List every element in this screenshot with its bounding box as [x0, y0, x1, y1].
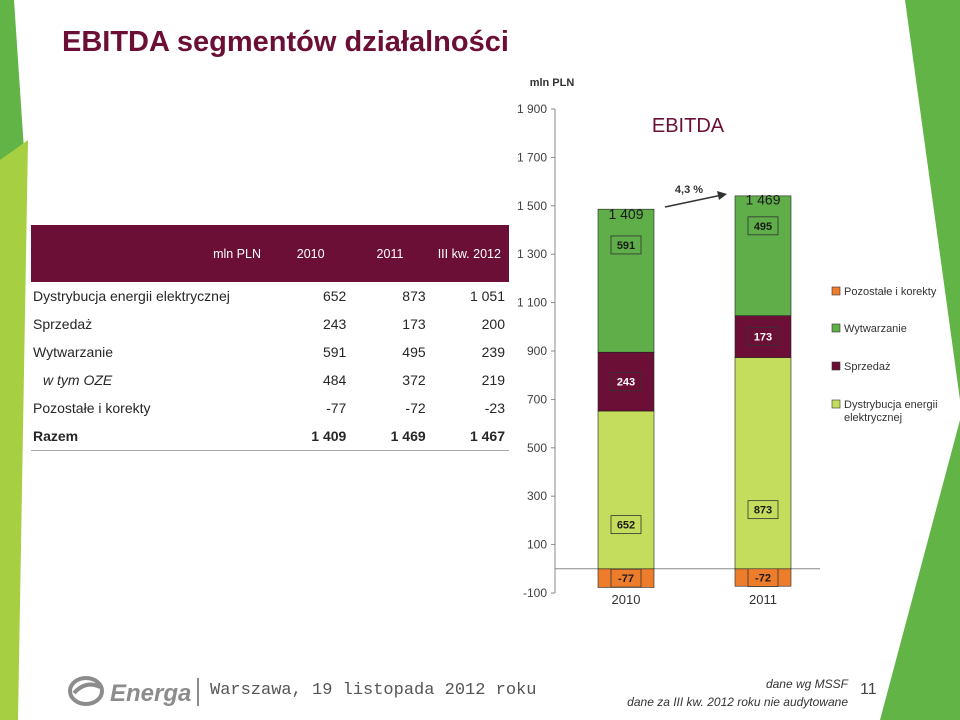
footer-note-ifrs: dane wg MSSF — [765, 677, 848, 691]
y-tick-label: 300 — [527, 489, 547, 503]
y-tick-label: 1 900 — [517, 102, 547, 116]
legend-label: Dystrybucja energii elektrycznej — [844, 399, 938, 424]
chart-unit-label: mln PLN — [530, 77, 575, 89]
cell-value: 239 — [481, 344, 505, 360]
cell-value: 484 — [322, 372, 347, 388]
cell-value: 1 051 — [469, 288, 505, 304]
y-tick-label: 900 — [527, 344, 547, 358]
data-label: 173 — [754, 332, 772, 344]
left-accent — [0, 140, 28, 720]
page-number: 11 — [860, 681, 877, 698]
energa-logo-wordmark: Energa — [110, 680, 191, 707]
y-tick-label: -100 — [523, 586, 547, 600]
table-row: Wytwarzanie 591 495 239 — [31, 338, 509, 366]
growth-label: 4,3 % — [675, 184, 703, 196]
growth-arrow-head — [717, 191, 727, 200]
cell-value: -72 — [405, 400, 426, 416]
y-tick-label: 700 — [527, 392, 547, 406]
legend-label-line: elektrycznej — [844, 412, 902, 424]
growth-arrow — [664, 194, 723, 208]
table-row: Pozostałe i korekty -77 -72 -23 — [31, 394, 509, 422]
energa-logo-icon — [68, 676, 104, 706]
y-tick-label: 1 100 — [517, 296, 547, 310]
cell-value: 873 — [402, 288, 426, 304]
footer-note-unaudited: dane za III kw. 2012 roku nie audytowane — [627, 695, 848, 709]
data-label: 652 — [617, 520, 635, 532]
y-tick-label: 500 — [527, 441, 547, 455]
cell-value: 200 — [481, 316, 505, 332]
cell-value: 591 — [322, 344, 347, 360]
cell-value: 243 — [322, 316, 347, 332]
data-label: -77 — [618, 573, 634, 585]
y-tick-label: 1 700 — [517, 150, 547, 164]
row-label: w tym OZE — [43, 372, 113, 388]
table-row: Dystrybucja energii elektrycznej 652 873… — [31, 282, 509, 310]
data-label: 873 — [754, 505, 772, 517]
cell-value: 652 — [322, 288, 347, 304]
bottom-right-accent — [880, 420, 960, 720]
table-header-2011: 2011 — [350, 225, 430, 282]
table-header-q3-2012: III kw. 2012 — [429, 225, 509, 282]
data-label: 243 — [617, 377, 635, 389]
total-label: 1 469 — [745, 191, 780, 207]
cell-value: 1 409 — [271, 422, 351, 451]
top-right-accent — [905, 0, 960, 400]
cell-value: 173 — [402, 316, 426, 332]
legend-label: Sprzedaż — [844, 361, 890, 373]
y-tick-label: 1 500 — [517, 199, 547, 213]
data-label-box — [610, 235, 642, 255]
segment-table: mln PLN 2010 2011 III kw. 2012 Dystrybuc… — [31, 225, 509, 451]
cell-value: 1 467 — [429, 422, 509, 451]
table-header-unit: mln PLN — [31, 225, 271, 282]
cell-value: 372 — [402, 372, 426, 388]
data-label-box — [610, 568, 642, 588]
y-tick-label: 1 300 — [517, 247, 547, 261]
y-tick-label: 100 — [527, 538, 547, 552]
x-tick-label: 2011 — [749, 592, 777, 607]
table-row: Sprzedaż 243 173 200 — [31, 310, 509, 338]
legend-swatch — [831, 323, 841, 333]
slide-title: EBITDA segmentów działalności — [62, 26, 509, 58]
brand-name: Energa — [110, 680, 191, 707]
table-row: w tym OZE 484 372 219 — [31, 366, 509, 394]
legend-label: Pozostałe i korekty — [844, 286, 937, 298]
data-label: 495 — [754, 221, 772, 233]
bar-segment-dystrybucja — [734, 357, 792, 570]
cell-value: 1 469 — [350, 422, 430, 451]
cell-value: 495 — [402, 344, 426, 360]
cell-value: 219 — [481, 372, 505, 388]
data-label-box — [610, 372, 642, 392]
cell-value: -77 — [326, 400, 347, 416]
row-label: Razem — [31, 422, 271, 451]
x-tick-label: 2010 — [612, 592, 641, 607]
data-label-box — [747, 327, 779, 347]
chart-title: EBITDA — [652, 115, 725, 137]
data-label-box — [610, 515, 642, 535]
data-label: 591 — [617, 240, 635, 252]
legend-swatch — [831, 361, 841, 371]
bar-segment-dystrybucja — [597, 410, 655, 570]
total-label: 1 409 — [608, 206, 643, 222]
data-label-box — [747, 500, 779, 520]
row-label: Dystrybucja energii elektrycznej — [33, 288, 230, 304]
bar-segment-wytwarzanie — [734, 195, 792, 316]
footer-location: Warszawa, 19 listopada 2012 roku — [210, 681, 537, 700]
row-label: Wytwarzanie — [33, 344, 114, 360]
table-header-row: mln PLN 2010 2011 III kw. 2012 — [31, 225, 509, 282]
bar-segment-wytwarzanie — [597, 208, 655, 353]
data-label-box — [747, 216, 779, 236]
legend-label-line: Dystrybucja energii — [844, 399, 938, 411]
legend-swatch — [831, 286, 841, 296]
data-label: -72 — [755, 573, 771, 585]
row-label: Sprzedaż — [33, 316, 93, 332]
legend-swatch — [831, 399, 841, 409]
legend-label: Wytwarzanie — [844, 323, 907, 335]
table-total-row: Razem 1 409 1 469 1 467 — [31, 422, 509, 451]
footer-separator — [197, 678, 199, 706]
row-label: Pozostałe i korekty — [33, 400, 151, 416]
table-header-2010: 2010 — [271, 225, 351, 282]
cell-value: -23 — [484, 400, 505, 416]
